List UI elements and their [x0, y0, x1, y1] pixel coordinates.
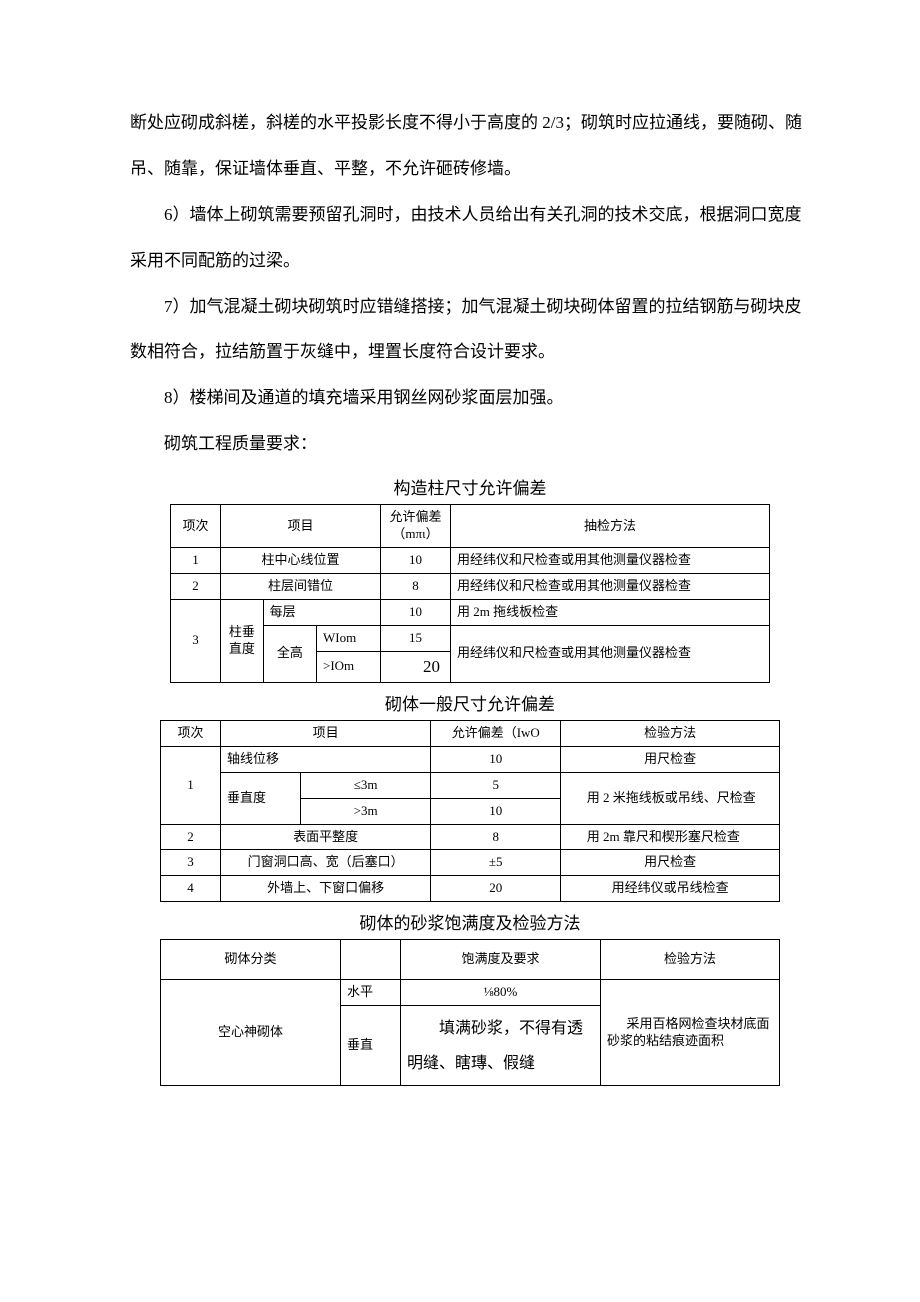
cell: 用经纬仪或吊线检查 — [561, 876, 780, 902]
table-row: 项次 项目 允许偏差（IwO 检验方法 — [161, 720, 780, 746]
cell: 水平 — [341, 980, 401, 1006]
table-row: 砌体分类 饱满度及要求 检验方法 — [161, 940, 780, 980]
cell: >3m — [301, 798, 431, 824]
cell: 20 — [431, 876, 561, 902]
th-dev: 允许偏差（IwO — [431, 720, 561, 746]
paragraph-4: 8）楼梯间及通道的填充墙采用钢丝网砂浆面层加强。 — [130, 375, 810, 421]
cell: 10 — [381, 599, 451, 625]
table-row: 2 表面平整度 8 用 2m 靠尺和楔形塞尺检查 — [161, 824, 780, 850]
table2-caption: 砌体一般尺寸允许偏差 — [130, 691, 810, 718]
table3-caption: 砌体的砂浆饱满度及检验方法 — [130, 910, 810, 937]
cell: 用经纬仪和尺检查或用其他测量仪器检查 — [451, 573, 770, 599]
th-req: 饱满度及要求 — [401, 940, 601, 980]
table-row: 1 柱中心线位置 10 用经纬仪和尺检查或用其他测量仪器检查 — [171, 548, 770, 574]
cell: 3 — [171, 599, 221, 682]
th-item: 项目 — [221, 720, 431, 746]
table-1: 项次 项目 允许偏差（mπι） 抽检方法 1 柱中心线位置 10 用经纬仪和尺检… — [170, 504, 770, 682]
th-empty — [341, 940, 401, 980]
cell: 5 — [431, 772, 561, 798]
table-row: 1 轴线位移 10 用尺检查 — [161, 746, 780, 772]
cell: 2 — [171, 573, 221, 599]
cell: 柱垂直度 — [221, 599, 264, 682]
cell: 4 — [161, 876, 221, 902]
cell: 每层 — [263, 599, 380, 625]
th-method: 检验方法 — [561, 720, 780, 746]
cell: 用 2m 靠尺和楔形塞尺检查 — [561, 824, 780, 850]
cell: 1 — [171, 548, 221, 574]
th-method: 抽检方法 — [451, 505, 770, 548]
th-no: 项次 — [171, 505, 221, 548]
th-method: 检验方法 — [601, 940, 780, 980]
th-type: 砌体分类 — [161, 940, 341, 980]
table-row: 2 柱层间错位 8 用经纬仪和尺检查或用其他测量仪器检查 — [171, 573, 770, 599]
cell: 外墙上、下窗口偏移 — [221, 876, 431, 902]
cell: WIom — [316, 625, 380, 651]
cell: 用 2m 拖线板检查 — [451, 599, 770, 625]
table-2: 项次 项目 允许偏差（IwO 检验方法 1 轴线位移 10 用尺检查 垂直度 ≤… — [160, 720, 780, 902]
table-3: 砌体分类 饱满度及要求 检验方法 空心神砌体 水平 ⅛80% 采用百格网检查块材… — [160, 939, 780, 1086]
cell: 15 — [381, 625, 451, 651]
cell: ⅛80% — [401, 980, 601, 1006]
cell: 填满砂浆，不得有透明缝、瞎瑼、假缝 — [401, 1006, 601, 1086]
cell: 用经纬仪和尺检查或用其他测量仪器检查 — [451, 548, 770, 574]
cell: 用尺检查 — [561, 746, 780, 772]
th-no: 项次 — [161, 720, 221, 746]
table-row: 4 外墙上、下窗口偏移 20 用经纬仪或吊线检查 — [161, 876, 780, 902]
cell: >IOm — [316, 651, 380, 682]
cell: 2 — [161, 824, 221, 850]
th-dev: 允许偏差（mπι） — [381, 505, 451, 548]
table-row: 3 门窗洞口高、宽（后塞口） ±5 用尺检查 — [161, 850, 780, 876]
cell: 10 — [381, 548, 451, 574]
cell: 10 — [431, 746, 561, 772]
th-item: 项目 — [221, 505, 381, 548]
cell: 用 2 米拖线板或吊线、尺检查 — [561, 772, 780, 824]
paragraph-1: 断处应砌成斜槎，斜槎的水平投影长度不得小于高度的 2/3；砌筑时应拉通线，要随砌… — [130, 100, 810, 192]
cell: ≤3m — [301, 772, 431, 798]
table-row: 空心神砌体 水平 ⅛80% 采用百格网检查块材底面砂浆的粘结痕迹面积 — [161, 980, 780, 1006]
cell: 采用百格网检查块材底面砂浆的粘结痕迹面积 — [601, 980, 780, 1086]
cell: 垂直度 — [221, 772, 301, 824]
cell: 柱层间错位 — [221, 573, 381, 599]
cell: 8 — [431, 824, 561, 850]
cell: 轴线位移 — [221, 746, 431, 772]
cell: 柱中心线位置 — [221, 548, 381, 574]
cell: 3 — [161, 850, 221, 876]
cell: 用尺检查 — [561, 850, 780, 876]
cell: 用经纬仪和尺检查或用其他测量仪器检查 — [451, 625, 770, 682]
cell: 8 — [381, 573, 451, 599]
cell: 20 — [381, 651, 451, 682]
cell: 表面平整度 — [221, 824, 431, 850]
table-row: 3 柱垂直度 每层 10 用 2m 拖线板检查 — [171, 599, 770, 625]
paragraph-5: 砌筑工程质量要求： — [130, 421, 810, 467]
table-row: 垂直度 ≤3m 5 用 2 米拖线板或吊线、尺检查 — [161, 772, 780, 798]
cell: 1 — [161, 746, 221, 824]
table1-caption: 构造柱尺寸允许偏差 — [130, 475, 810, 502]
cell: 全高 — [263, 625, 316, 682]
table-row: 项次 项目 允许偏差（mπι） 抽检方法 — [171, 505, 770, 548]
paragraph-3: 7）加气混凝土砌块砌筑时应错缝搭接；加气混凝土砌块砌体留置的拉结钢筋与砌块皮数相… — [130, 284, 810, 376]
cell: 垂直 — [341, 1006, 401, 1086]
paragraph-2: 6）墙体上砌筑需要预留孔洞时，由技术人员给出有关孔洞的技术交底，根据洞口宽度采用… — [130, 192, 810, 284]
cell: 空心神砌体 — [161, 980, 341, 1086]
cell: ±5 — [431, 850, 561, 876]
cell: 10 — [431, 798, 561, 824]
cell: 门窗洞口高、宽（后塞口） — [221, 850, 431, 876]
